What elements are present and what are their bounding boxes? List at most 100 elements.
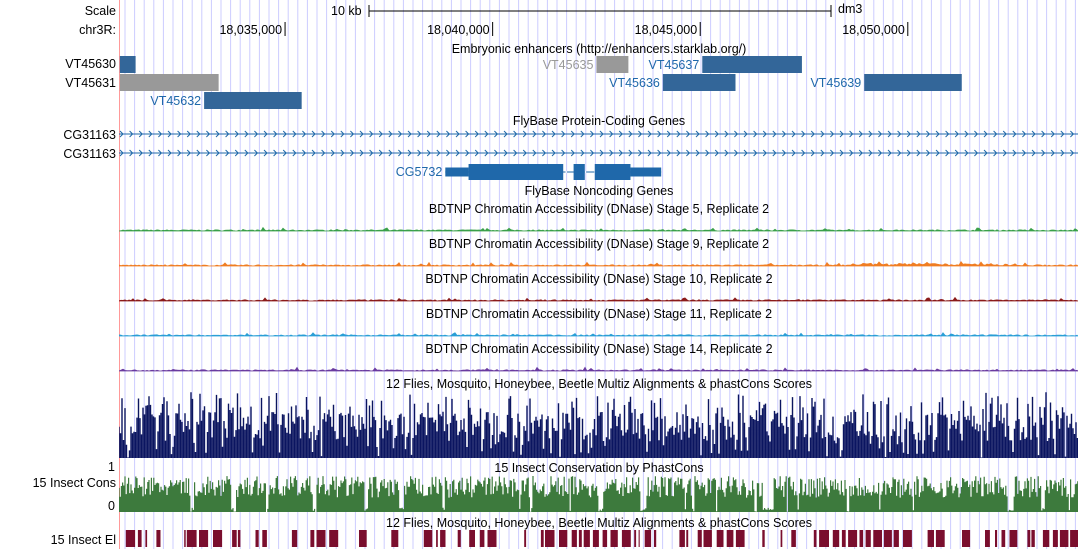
conserved-element	[703, 530, 712, 547]
conserved-element	[1031, 530, 1035, 547]
conserved-element	[865, 530, 871, 547]
gene-label-cg5732: CG5732	[396, 165, 443, 179]
conserved-element	[716, 530, 724, 547]
ruler-tick-label: 18,045,000	[635, 23, 698, 37]
ruler-tick-label: 18,040,000	[427, 23, 490, 37]
dnase-stage10-title[interactable]: BDTNP Chromatin Accessibility (DNase) St…	[425, 272, 773, 286]
conserved-element	[1070, 530, 1078, 547]
tracks-image[interactable]: 18,035,000 18,040,000 18,045,000 18,050,000…	[119, 0, 1078, 549]
conserved-element	[137, 530, 142, 547]
conserved-element	[316, 530, 326, 547]
dnase-signal-1	[119, 226, 1078, 232]
dnase-signal-3	[119, 296, 1078, 302]
dnase-stage9-title[interactable]: BDTNP Chromatin Accessibility (DNase) St…	[428, 237, 770, 251]
ruler-tick-label: 18,035,000	[219, 23, 282, 37]
conserved-element	[1052, 530, 1058, 547]
conserved-element	[184, 530, 186, 547]
ruler-tick-label: 18,050,000	[842, 23, 905, 37]
dnase-signal-5	[119, 366, 1078, 372]
gene-exon-cg5732	[468, 164, 564, 180]
phastcons-ymin-label: 0	[108, 499, 115, 513]
conserved-element	[469, 530, 475, 547]
dnase-stage5-title[interactable]: BDTNP Chromatin Accessibility (DNase) St…	[428, 202, 770, 216]
gene-label-cg31163-row1[interactable]: CG31163	[63, 128, 116, 142]
conserved-element	[602, 530, 608, 547]
elements-track-title[interactable]: 12 Flies, Mosquito, Honeybee, Beetle Mul…	[386, 516, 812, 530]
conserved-element	[621, 530, 631, 547]
elements-track-label[interactable]: 15 Insect El	[50, 533, 116, 547]
conserved-element	[735, 530, 745, 547]
chrom-label: chr3R:	[79, 23, 116, 37]
conserved-element	[935, 530, 945, 547]
conserved-element	[644, 530, 652, 547]
conserved-element	[291, 530, 298, 547]
protein-genes-track-title[interactable]: FlyBase Protein-Coding Genes	[512, 114, 686, 128]
enhancer-label-vt45636: VT45636	[609, 76, 660, 90]
conserved-element	[440, 530, 446, 547]
enhancer-label-vt45631[interactable]: VT45631	[65, 76, 116, 90]
conserved-element	[1027, 530, 1031, 547]
conserved-element	[310, 530, 315, 547]
conserved-element	[592, 530, 599, 547]
gene-strand-arrows	[119, 149, 1075, 157]
conserved-element	[186, 530, 197, 547]
conserved-element	[873, 530, 882, 547]
conserved-element	[679, 530, 685, 547]
enhancer-label-vt45639: VT45639	[810, 76, 861, 90]
conserved-element	[436, 530, 438, 547]
conserved-element	[686, 530, 689, 547]
conserved-element	[329, 530, 339, 547]
conserved-element	[545, 530, 555, 547]
conserved-element	[832, 530, 840, 547]
gene-label-cg31163-row2[interactable]: CG31163	[63, 147, 116, 161]
enhancer-block-vt45636	[662, 74, 736, 91]
enhancer-label-vt45637: VT45637	[649, 58, 700, 72]
enhancer-block-vt45637	[702, 56, 802, 73]
conserved-element	[654, 530, 657, 547]
dnase-stage14-title[interactable]: BDTNP Chromatin Accessibility (DNase) St…	[425, 342, 773, 356]
track-labels-panel: Scale chr3R: VT45630 VT45631 CG31163 CG3…	[0, 0, 119, 549]
track-data-area[interactable]: 18,035,000 18,040,000 18,045,000 18,050,000…	[108, 0, 1078, 549]
phastcons-track-title[interactable]: 15 Insect Conservation by PhastCons	[494, 461, 704, 475]
conserved-element	[540, 530, 544, 547]
gene-exon-cg5732	[573, 164, 585, 180]
multiz-track-title[interactable]: 12 Flies, Mosquito, Honeybee, Beetle Mul…	[386, 377, 812, 391]
conserved-element	[634, 530, 637, 547]
conserved-element	[1042, 530, 1050, 547]
conserved-element	[487, 530, 497, 547]
gene-strand-arrows	[119, 130, 1075, 138]
conserved-element	[559, 530, 568, 547]
conserved-element	[1009, 530, 1018, 547]
conserved-element	[1059, 530, 1069, 547]
conserved-element	[156, 530, 161, 547]
conserved-element	[423, 530, 433, 547]
conserved-element	[726, 530, 734, 547]
enhancers-track-title[interactable]: Embryonic enhancers (http://enhancers.st…	[451, 42, 747, 56]
phastcons-ymax-label: 1	[108, 460, 115, 474]
conserved-element	[125, 530, 136, 547]
conserved-element	[255, 530, 259, 547]
conserved-element	[985, 530, 990, 547]
conserved-element	[232, 530, 237, 547]
conserved-element	[903, 530, 912, 547]
conserved-element	[578, 530, 582, 547]
enhancer-block-vt45630	[119, 56, 136, 73]
enhancer-block-vt45631	[119, 74, 219, 91]
gene-exon-cg5732	[445, 167, 469, 177]
enhancer-label-vt45630[interactable]: VT45630	[65, 57, 116, 71]
phastcons-track-label[interactable]: 15 Insect Cons	[32, 476, 116, 490]
conserved-element	[199, 530, 209, 547]
multiz-conservation-bars	[119, 392, 1078, 458]
conserved-element	[848, 530, 858, 547]
conserved-element	[262, 530, 267, 547]
conserved-element	[927, 530, 934, 547]
dnase-stage11-title[interactable]: BDTNP Chromatin Accessibility (DNase) St…	[425, 307, 773, 321]
noncoding-genes-track-title[interactable]: FlyBase Noncoding Genes	[524, 184, 674, 198]
dnase-signal-4	[119, 332, 1078, 337]
phastcons-bars	[119, 476, 1078, 512]
conserved-element	[213, 530, 223, 547]
conserved-element	[762, 530, 765, 547]
gene-exon-cg5732	[594, 164, 631, 180]
conserved-element	[791, 530, 796, 547]
